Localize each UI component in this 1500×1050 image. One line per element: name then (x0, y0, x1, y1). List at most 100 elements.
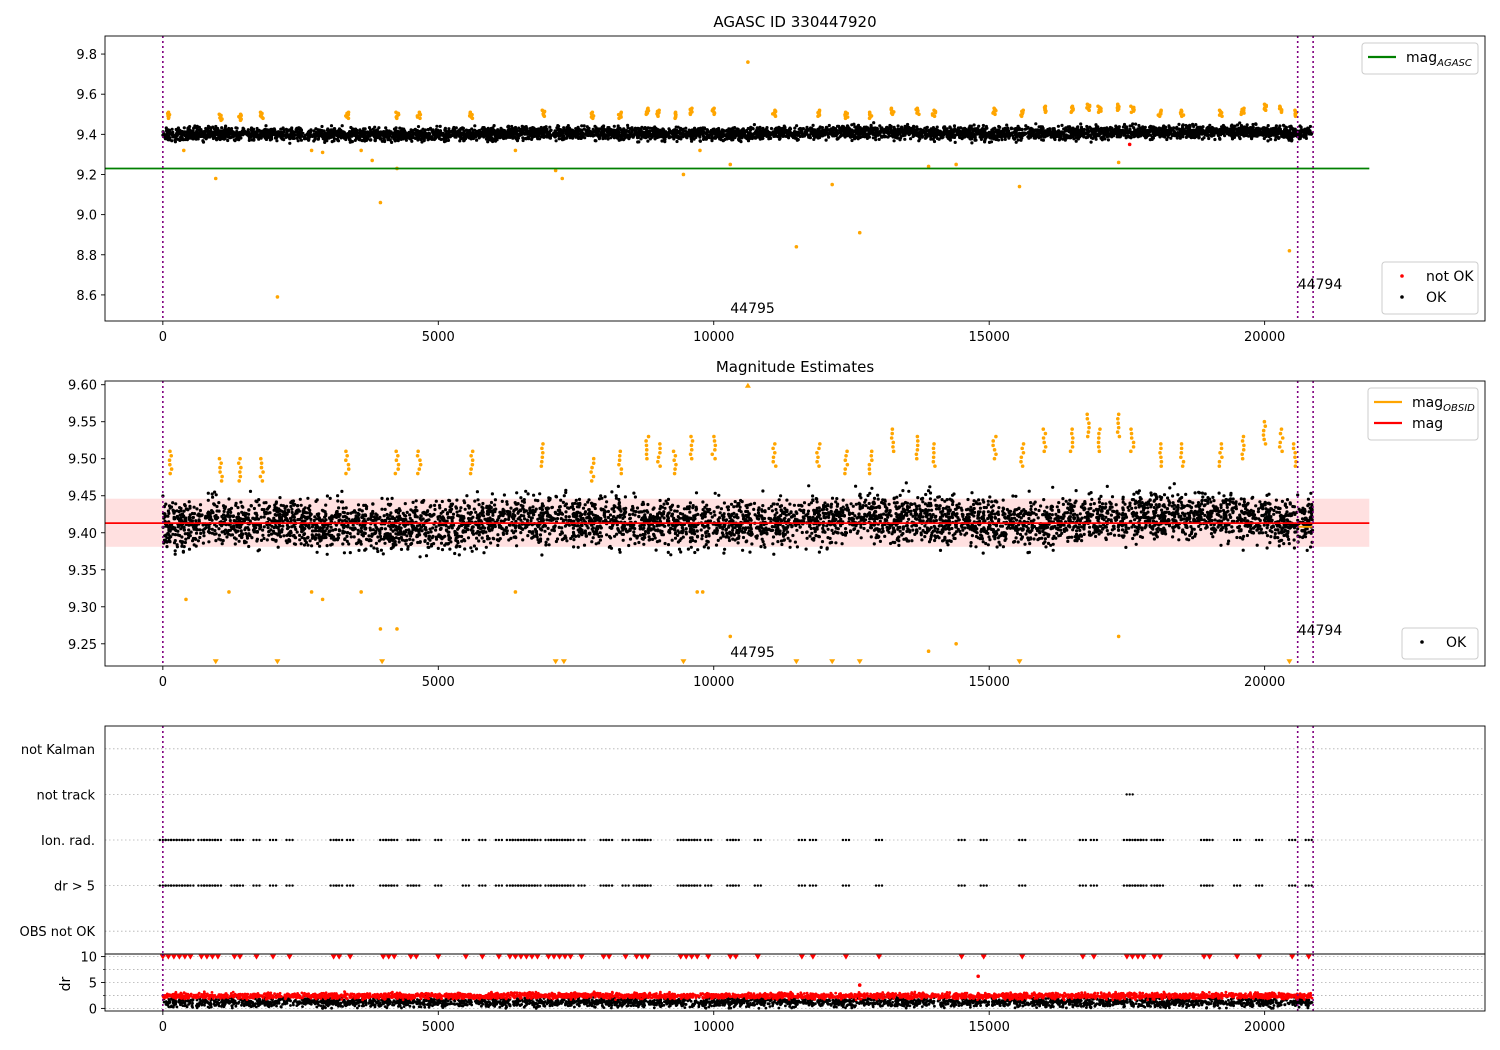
ok-point (1023, 127, 1027, 131)
ok-point (307, 138, 311, 142)
ok-point (952, 124, 957, 128)
ok-point (461, 127, 465, 131)
ok-point (1030, 132, 1034, 136)
ok-point (896, 124, 900, 128)
ok-point (1129, 132, 1133, 136)
ok-point (1011, 134, 1015, 138)
ok-point (949, 127, 953, 131)
ok-point (350, 127, 354, 131)
ok-point (385, 129, 389, 133)
ok-point (541, 134, 545, 138)
ok-point (938, 129, 942, 133)
ok-point (386, 138, 390, 142)
ok-point (1151, 136, 1155, 140)
ok-point (224, 134, 229, 138)
ok-point (490, 138, 494, 142)
ok-point (561, 129, 565, 133)
ok-point (408, 137, 412, 141)
ok-point (662, 137, 666, 141)
ok-point (1184, 135, 1188, 139)
ok-point (825, 126, 829, 130)
ok-point (1262, 126, 1266, 130)
ok-point (872, 121, 876, 125)
ok-point (507, 125, 511, 129)
ok-point (1163, 125, 1168, 129)
ok-point (535, 131, 540, 136)
ok-point (765, 134, 769, 138)
ok-point (838, 128, 842, 133)
ok-point (346, 134, 350, 138)
ok-point (185, 133, 189, 137)
ok-point (355, 132, 359, 136)
ok-point (873, 126, 877, 130)
ok-point (1162, 128, 1166, 132)
ok-point (687, 128, 691, 132)
ok-point (557, 137, 561, 141)
ok-point (575, 134, 579, 138)
ok-point (1300, 128, 1304, 132)
ok-point (969, 137, 973, 141)
ok-point (935, 128, 939, 132)
ok-point (389, 130, 393, 134)
ok-point (617, 138, 621, 142)
ok-point (886, 131, 890, 135)
ok-point (336, 138, 340, 142)
ok-point (1107, 134, 1111, 138)
ok-point (1046, 127, 1050, 132)
ok-point (226, 138, 230, 143)
ok-point (1023, 131, 1027, 135)
ok-point (911, 128, 915, 132)
ok-point (167, 129, 171, 133)
ok-point (259, 136, 263, 140)
ok-point (901, 132, 906, 136)
ok-point (253, 132, 257, 136)
ok-point (252, 127, 256, 131)
ok-point (456, 129, 460, 133)
ok-point (1264, 130, 1268, 134)
ok-point (1058, 131, 1062, 135)
ok-point (447, 131, 452, 135)
ok-point (1078, 135, 1082, 139)
ok-point (348, 132, 352, 136)
ok-point (877, 137, 881, 141)
ok-point (787, 136, 791, 140)
ok-point (1072, 129, 1076, 133)
ok-point (650, 129, 655, 133)
ok-point (915, 128, 919, 132)
ok-point (1054, 134, 1058, 139)
ok-point (784, 128, 789, 132)
ok-point (270, 129, 274, 133)
ok-point (1191, 129, 1195, 134)
ok-point (673, 131, 677, 135)
ok-point (637, 130, 641, 134)
ok-point (626, 123, 630, 127)
ok-point (410, 130, 414, 134)
ok-point (942, 125, 946, 129)
ok-point (616, 124, 620, 128)
ok-point (923, 136, 928, 140)
ok-point (1166, 128, 1170, 132)
ok-point (619, 128, 623, 132)
ok-point (173, 135, 177, 139)
ok-point (850, 138, 854, 143)
ok-point (639, 132, 643, 136)
ok-point (262, 130, 266, 134)
ok-point (1016, 138, 1020, 142)
ok-point (329, 128, 333, 132)
ok-point (565, 128, 570, 132)
ok-point (287, 128, 291, 132)
ok-point (816, 127, 820, 132)
ok-point (1290, 126, 1294, 130)
ok-point (931, 137, 935, 141)
ok-point (544, 130, 548, 134)
ok-point (423, 128, 427, 132)
ok-point (1206, 125, 1210, 129)
ok-point (653, 132, 658, 136)
ok-point (1071, 126, 1075, 130)
ok-point (1121, 125, 1125, 129)
ok-point (1187, 134, 1191, 138)
ok-point (998, 125, 1002, 129)
ok-point (850, 123, 854, 127)
ok-point (721, 134, 725, 139)
ok-point (1238, 121, 1242, 125)
